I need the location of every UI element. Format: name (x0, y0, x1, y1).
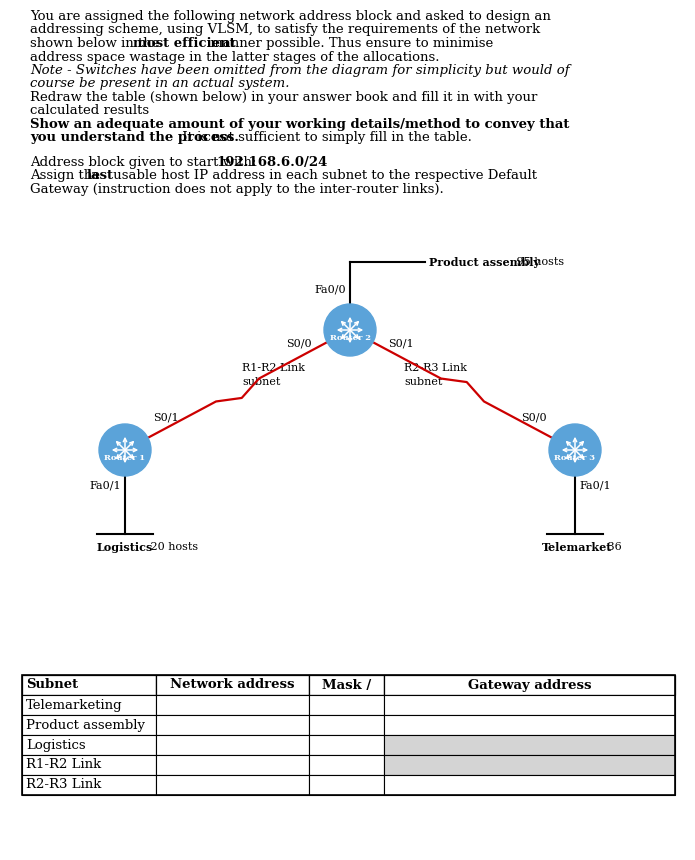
Text: manner possible. Thus ensure to minimise: manner possible. Thus ensure to minimise (206, 37, 493, 50)
Circle shape (324, 304, 376, 356)
Text: Subnet: Subnet (26, 679, 78, 691)
Bar (22, 675, 675, 795)
Text: most efficient: most efficient (133, 37, 236, 50)
Text: shown below in the: shown below in the (30, 37, 164, 50)
Bar (22, 675, 156, 695)
Bar (384, 715, 675, 735)
Text: usable host IP address in each subnet to the respective Default: usable host IP address in each subnet to… (109, 169, 537, 182)
Text: Fa0/1: Fa0/1 (579, 481, 611, 491)
Text: Logistics: Logistics (26, 739, 85, 752)
Text: 95 hosts: 95 hosts (513, 257, 564, 267)
Bar (309, 755, 384, 775)
Text: 36: 36 (604, 542, 622, 552)
Text: R1-R2 Link: R1-R2 Link (26, 759, 101, 771)
Bar (384, 775, 675, 795)
Text: It is not sufficient to simply fill in the table.: It is not sufficient to simply fill in t… (178, 132, 472, 144)
Text: S0/0: S0/0 (521, 412, 547, 422)
Bar (309, 675, 384, 695)
Text: 20 hosts: 20 hosts (147, 542, 198, 552)
Text: S0/0: S0/0 (286, 339, 312, 349)
Text: Redraw the table (shown below) in your answer book and fill it in with your: Redraw the table (shown below) in your a… (30, 91, 537, 104)
Text: addressing scheme, using VLSM, to satisfy the requirements of the network: addressing scheme, using VLSM, to satisf… (30, 23, 540, 36)
Bar (156, 775, 309, 795)
Text: Fa0/1: Fa0/1 (90, 481, 121, 491)
Circle shape (99, 424, 151, 476)
Bar (156, 675, 309, 695)
Text: S0/1: S0/1 (153, 412, 179, 422)
Bar (309, 735, 384, 755)
Text: Telemarketing: Telemarketing (26, 698, 122, 711)
Bar (22, 755, 156, 775)
Text: Gateway address: Gateway address (468, 679, 591, 691)
Text: Fa0/0: Fa0/0 (314, 285, 346, 295)
Text: 192.168.6.0/24: 192.168.6.0/24 (216, 156, 327, 169)
Bar (384, 755, 675, 775)
Bar (22, 735, 156, 755)
Text: Address block given to start with:: Address block given to start with: (30, 156, 265, 169)
Bar (22, 695, 156, 715)
Text: Logistics: Logistics (97, 542, 154, 553)
Text: R2-R3 Link: R2-R3 Link (26, 778, 101, 791)
Text: Note - Switches have been omitted from the diagram for simplicity but would of: Note - Switches have been omitted from t… (30, 64, 570, 77)
Text: Product assembly: Product assembly (429, 256, 540, 267)
Text: Gateway (instruction does not apply to the inter-router links).: Gateway (instruction does not apply to t… (30, 183, 443, 196)
Bar (156, 715, 309, 735)
Text: you understand the process.: you understand the process. (30, 132, 239, 144)
Text: Assign the: Assign the (30, 169, 104, 182)
Bar (22, 775, 156, 795)
Text: R1-R2 Link
subnet: R1-R2 Link subnet (243, 364, 306, 387)
Text: Router 1: Router 1 (104, 454, 145, 462)
Bar (309, 775, 384, 795)
Text: last: last (87, 169, 114, 182)
Bar (309, 695, 384, 715)
Bar (156, 735, 309, 755)
Text: S0/1: S0/1 (388, 339, 414, 349)
Bar (22, 715, 156, 735)
Text: address space wastage in the latter stages of the allocations.: address space wastage in the latter stag… (30, 51, 439, 64)
Text: Network address: Network address (170, 679, 295, 691)
Circle shape (549, 424, 601, 476)
Text: Router 2: Router 2 (329, 334, 370, 341)
Text: course be present in an actual system.: course be present in an actual system. (30, 77, 290, 90)
Text: R2-R3 Link
subnet: R2-R3 Link subnet (404, 364, 468, 387)
Text: calculated results: calculated results (30, 105, 149, 118)
Bar (384, 695, 675, 715)
Text: Product assembly: Product assembly (26, 718, 145, 732)
Bar (309, 715, 384, 735)
Bar (384, 735, 675, 755)
Text: Router 3: Router 3 (555, 454, 596, 462)
Bar (156, 695, 309, 715)
Text: Telemarket: Telemarket (542, 542, 612, 553)
Text: You are assigned the following network address block and asked to design an: You are assigned the following network a… (30, 10, 551, 23)
Text: Mask /: Mask / (322, 679, 372, 691)
Text: Show an adequate amount of your working details/method to convey that: Show an adequate amount of your working … (30, 118, 569, 131)
Bar (384, 675, 675, 695)
Bar (156, 755, 309, 775)
